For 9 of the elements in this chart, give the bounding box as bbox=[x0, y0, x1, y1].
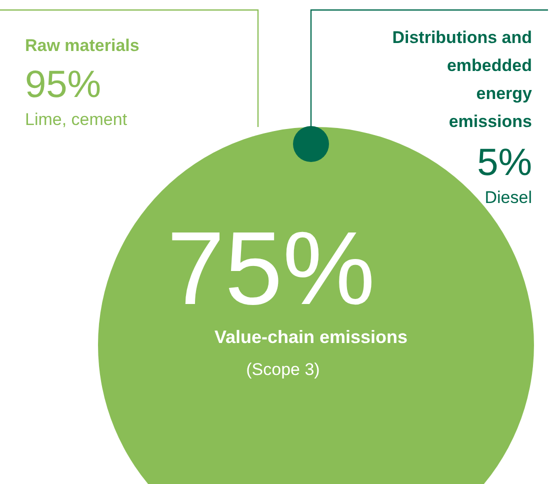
category-label: Raw materials bbox=[25, 35, 140, 57]
data-label: 95% bbox=[25, 63, 102, 108]
text: (Scope 3) bbox=[246, 360, 320, 379]
category-label: Distributions and embedded energy emissions bbox=[392, 27, 532, 133]
text: Diesel bbox=[484, 187, 532, 209]
text: Value-chain emissions bbox=[214, 327, 408, 347]
data-label: 5% bbox=[476, 141, 532, 186]
text: Lime, cement bbox=[25, 109, 128, 131]
text: 75% bbox=[166, 211, 376, 327]
